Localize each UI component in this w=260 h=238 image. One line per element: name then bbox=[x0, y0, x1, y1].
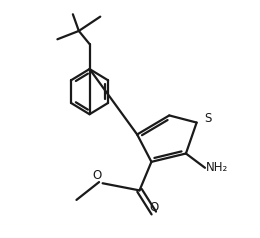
Text: NH₂: NH₂ bbox=[206, 161, 228, 174]
Text: O: O bbox=[92, 169, 101, 182]
Text: O: O bbox=[149, 201, 158, 214]
Text: S: S bbox=[204, 113, 211, 125]
